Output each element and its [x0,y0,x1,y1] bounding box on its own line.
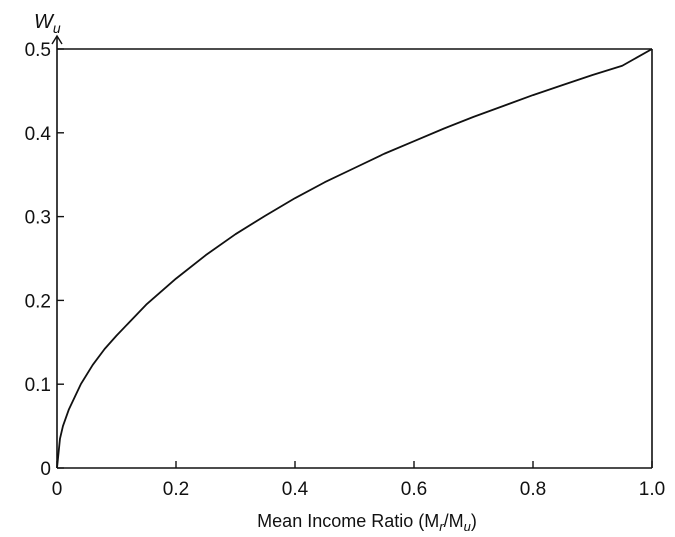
x-ticks: 0 0.2 0.4 0.6 0.8 1.0 [52,461,665,500]
y-ticks: 0 0.1 0.2 0.3 0.4 0.5 [25,40,64,480]
y-tick-label: 0.1 [25,375,51,396]
x-axis-label-main: Mean Income Ratio (M [257,511,439,531]
x-tick-label: 0.2 [163,479,189,500]
y-tick-label: 0.4 [25,124,52,145]
x-axis-label-sub-u: u [464,519,471,534]
y-tick-label: 0.3 [25,208,51,229]
series-group [56,48,653,469]
y-axis-label-main: W [34,11,55,33]
y-axis-label-subscript: u [53,20,61,36]
y-axis-label: Wu [34,11,61,36]
y-axis-arrow-icon [51,34,63,45]
x-tick-label: 0 [52,479,63,500]
y-tick-label: 0 [40,459,51,480]
y-tick-label: 0.5 [25,40,51,61]
x-tick-label: 0.6 [401,479,427,500]
x-tick-label: 1.0 [639,479,665,500]
x-axis-label-mid: /M [444,511,464,531]
x-axis-label-sub-r: r [439,519,444,534]
x-tick-label: 0.8 [520,479,546,500]
series-line [56,48,653,469]
plot-frame [51,34,653,469]
x-tick-label: 0.4 [282,479,309,500]
x-axis-label: Mean Income Ratio (Mr/Mu) [257,511,477,534]
y-tick-label: 0.2 [25,291,51,312]
x-axis-label-end: ) [471,511,477,531]
